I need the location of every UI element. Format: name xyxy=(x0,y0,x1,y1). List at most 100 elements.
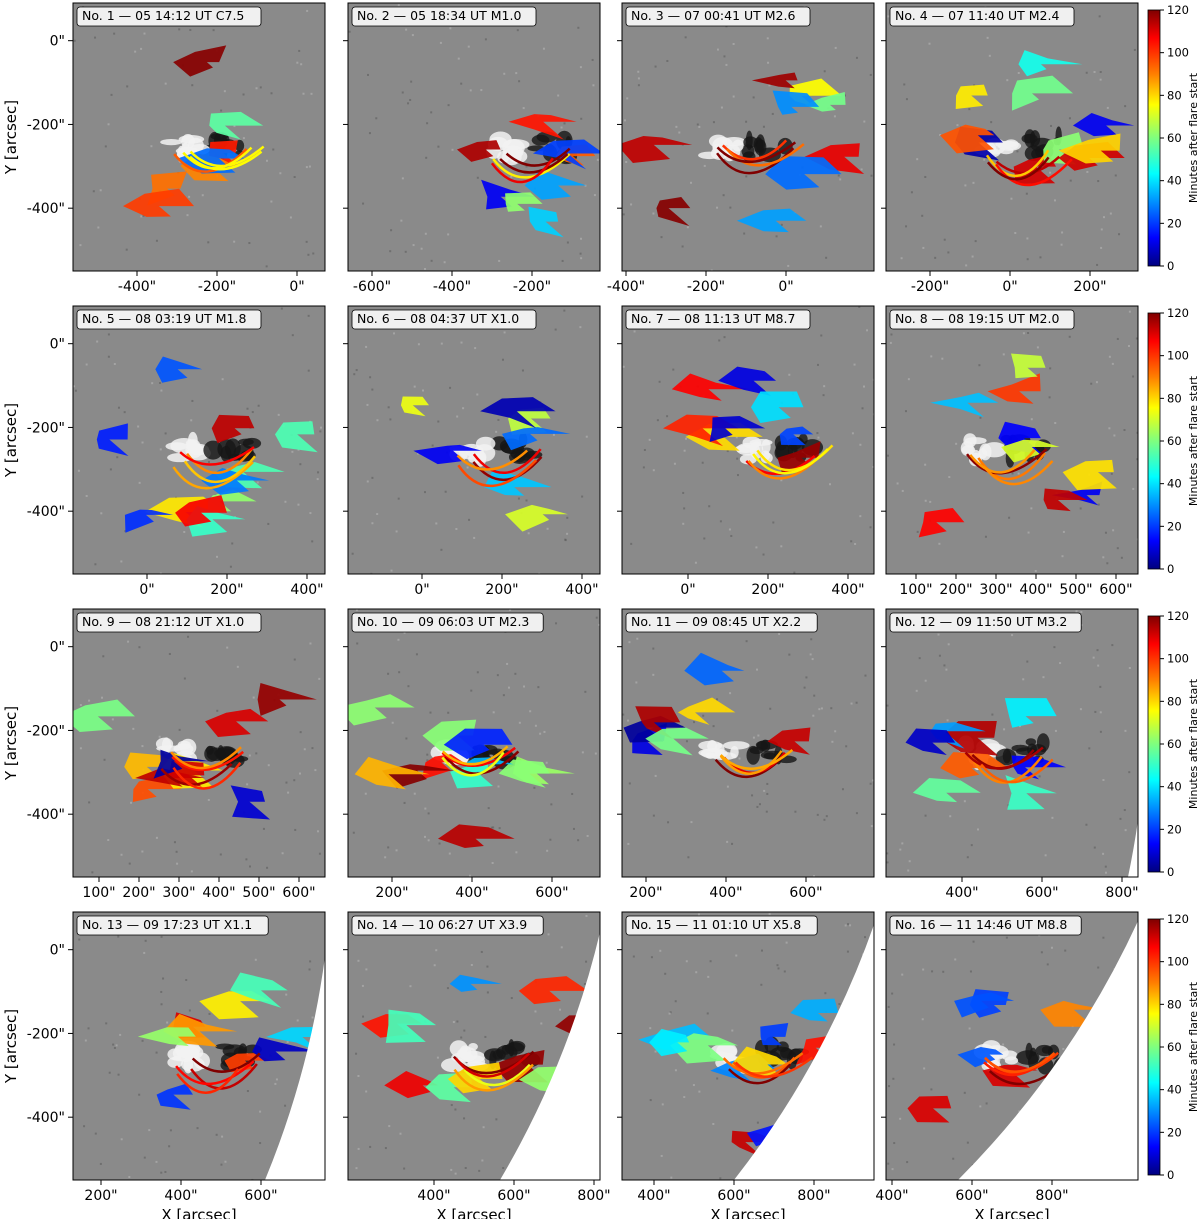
y-tick-label: 0" xyxy=(50,34,65,50)
ribbon-area xyxy=(156,1083,193,1110)
ribbon-area xyxy=(498,759,550,788)
axes-frame xyxy=(621,305,875,575)
colorbar-tick-label: 20 xyxy=(1167,1125,1182,1139)
ribbon-area xyxy=(987,373,1041,404)
ribbon-area xyxy=(955,84,988,110)
ribbon-area xyxy=(907,1095,952,1123)
ribbon-area xyxy=(201,468,270,495)
ribbon-area xyxy=(480,397,556,429)
ribbon-area xyxy=(954,992,1015,1018)
colorbar-tick-label: 60 xyxy=(1167,1040,1182,1054)
ribbon-area xyxy=(252,1037,317,1062)
x-tick-label: 200" xyxy=(1073,279,1106,295)
x-tick-label: 600" xyxy=(1025,885,1058,901)
axes-frame xyxy=(347,305,601,575)
colorbar-tick-label: 120 xyxy=(1167,912,1189,926)
y-tick-label: -400" xyxy=(27,807,65,823)
panel-title: No. 9 — 08 21:12 UT X1.0 xyxy=(76,612,262,633)
axes-frame xyxy=(621,608,875,878)
x-tick-label: 200" xyxy=(939,582,972,598)
flare-panel-14: No. 14 — 10 06:27 UT X3.9 400" 600" 800" X [… xyxy=(343,911,611,1219)
colorbar-tick-label: 60 xyxy=(1167,737,1182,751)
ribbon-area xyxy=(211,414,255,444)
axes-frame xyxy=(885,305,1139,575)
panel-title: No. 10 — 09 06:03 UT M2.3 xyxy=(351,612,544,633)
ribbon-area xyxy=(1001,439,1060,463)
x-tick-label: 600" xyxy=(717,1188,750,1204)
x-tick-label: 100" xyxy=(82,885,115,901)
colorbar-tick-label: 80 xyxy=(1167,391,1182,405)
axes-frame xyxy=(621,2,875,272)
svg-text:No. 14 — 10 06:27 UT X3.9: No. 14 — 10 06:27 UT X3.9 xyxy=(357,917,527,932)
svg-text:No. 5 — 08 03:19 UT M1.8: No. 5 — 08 03:19 UT M1.8 xyxy=(82,311,246,326)
ribbon-area xyxy=(804,143,865,175)
x-tick-label: 100" xyxy=(899,582,932,598)
limb-offdisk xyxy=(958,920,1138,1180)
x-tick-label: 600" xyxy=(244,1188,277,1204)
colorbar-tick-label: 100 xyxy=(1167,955,1189,969)
ribbon-area xyxy=(385,1009,437,1043)
ribbon-area xyxy=(524,169,587,200)
colorbar-tick-label: 0 xyxy=(1167,1168,1174,1182)
ribbon-area xyxy=(1040,1000,1107,1027)
ribbon-area xyxy=(502,427,571,451)
magnetogram-background xyxy=(886,3,1138,271)
x-axis-label: X [arcsec] xyxy=(974,1206,1049,1219)
x-tick-label: 400" xyxy=(875,1188,908,1204)
ribbon-area xyxy=(649,1028,690,1057)
x-tick-label: 0" xyxy=(778,279,793,295)
x-axis-label: X [arcsec] xyxy=(710,1206,785,1219)
x-axis-label: X [arcsec] xyxy=(436,1206,511,1219)
colorbar-tick-label: 20 xyxy=(1167,822,1182,836)
ribbon-area xyxy=(123,188,195,217)
svg-text:No. 10 — 09 06:03 UT M2.3: No. 10 — 09 06:03 UT M2.3 xyxy=(357,614,529,629)
x-tick-label: 200" xyxy=(629,885,662,901)
svg-text:No. 13 — 09 17:23 UT X1.1: No. 13 — 09 17:23 UT X1.1 xyxy=(82,917,252,932)
svg-text:No. 6 — 08 04:37 UT X1.0: No. 6 — 08 04:37 UT X1.0 xyxy=(357,311,519,326)
axes-frame xyxy=(72,2,326,272)
axes-frame xyxy=(885,911,1139,1181)
ribbon-area xyxy=(1043,132,1084,165)
flare-panel-2: No. 2 — 05 18:34 UT M1.0 -600" -400" -200" xyxy=(343,2,601,295)
flare-panel-11: No. 11 — 09 08:45 UT X2.2 200" 400" 600" xyxy=(617,608,875,901)
x-tick-label: 600" xyxy=(1099,582,1132,598)
panel-title: No. 3 — 07 00:41 UT M2.6 xyxy=(625,6,811,27)
ribbon-area xyxy=(912,777,981,803)
y-tick-label: -200" xyxy=(27,117,65,133)
ribbon-area xyxy=(173,45,227,77)
ribbon-area xyxy=(930,392,999,418)
ribbon-area xyxy=(790,998,839,1022)
flare-panel-12: No. 12 — 09 11:50 UT M3.2 400" 600" 800" xyxy=(881,608,1139,901)
x-tick-label: 400" xyxy=(290,582,323,598)
x-tick-label: 600" xyxy=(282,885,315,901)
svg-text:No. 16 — 11 14:46 UT M8.8: No. 16 — 11 14:46 UT M8.8 xyxy=(895,917,1067,932)
colorbar-tick-label: 60 xyxy=(1167,131,1182,145)
ribbon-area xyxy=(1018,50,1083,77)
ribbon-area xyxy=(635,706,681,740)
ribbon-area xyxy=(456,140,501,162)
axes-frame xyxy=(885,608,1139,878)
ribbon-area xyxy=(437,824,515,849)
panel-title: No. 11 — 09 08:45 UT X2.2 xyxy=(625,612,818,633)
ribbon-area xyxy=(443,728,513,760)
ribbon-area xyxy=(274,421,318,453)
ribbon-area xyxy=(1005,775,1057,810)
ribbon-area xyxy=(767,727,811,755)
colorbar-2: 0 20 40 60 80 100 120 Minutes after flare start xyxy=(1147,306,1200,576)
colorbar-tick-label: 40 xyxy=(1167,780,1182,794)
ribbon-area xyxy=(671,373,751,401)
x-tick-label: 400" xyxy=(202,885,235,901)
panel-title: No. 12 — 09 11:50 UT M3.2 xyxy=(889,612,1082,633)
ribbon-area xyxy=(760,1022,789,1046)
ribbon-area xyxy=(124,509,174,533)
ribbon-area xyxy=(348,694,415,726)
x-tick-label: -400" xyxy=(607,279,645,295)
y-axis-label: Y [arcsec] xyxy=(2,100,20,175)
colorbar-tick-label: 120 xyxy=(1167,3,1189,17)
colorbar-tick-label: 60 xyxy=(1167,434,1182,448)
limb-offdisk xyxy=(265,956,325,1180)
colorbar-tick-label: 100 xyxy=(1167,349,1189,363)
colorbar-4: 0 20 40 60 80 100 120 Minutes after flare start xyxy=(1147,912,1200,1182)
ribbon-area xyxy=(1072,112,1135,137)
axes-frame xyxy=(347,608,601,878)
